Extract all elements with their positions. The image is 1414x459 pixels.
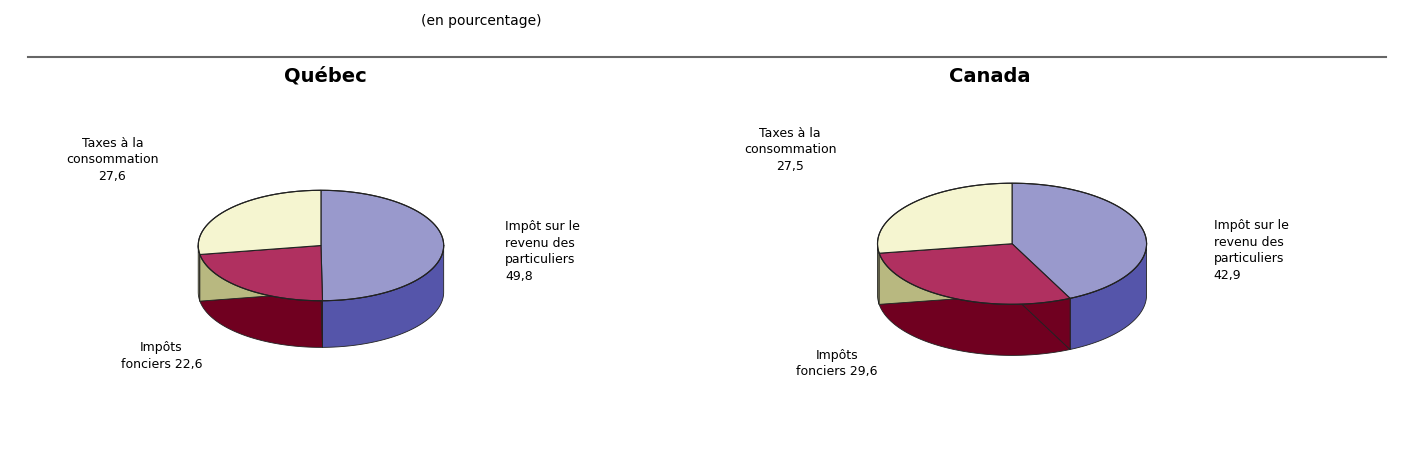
Polygon shape <box>1070 244 1147 349</box>
Polygon shape <box>199 246 321 301</box>
Text: Impôt sur le
revenu des
particuliers
42,9: Impôt sur le revenu des particuliers 42,… <box>1213 219 1288 282</box>
Polygon shape <box>1012 244 1070 349</box>
Polygon shape <box>321 246 322 347</box>
Text: Québec: Québec <box>284 67 366 85</box>
Polygon shape <box>880 244 1070 304</box>
Text: Impôts
fonciers 22,6: Impôts fonciers 22,6 <box>120 341 202 371</box>
Polygon shape <box>322 246 444 347</box>
Text: Taxes à la
consommation
27,5: Taxes à la consommation 27,5 <box>744 127 836 173</box>
Polygon shape <box>198 246 199 301</box>
Polygon shape <box>198 190 321 254</box>
Polygon shape <box>199 246 322 301</box>
Polygon shape <box>880 244 1012 304</box>
Text: (en pourcentage): (en pourcentage) <box>420 14 542 28</box>
Polygon shape <box>199 254 322 347</box>
Polygon shape <box>321 190 444 301</box>
Text: Canada: Canada <box>949 67 1031 85</box>
Polygon shape <box>880 244 1012 304</box>
Polygon shape <box>880 253 1070 355</box>
Polygon shape <box>1012 244 1070 349</box>
Polygon shape <box>1012 183 1147 298</box>
Text: Taxes à la
consommation
27,6: Taxes à la consommation 27,6 <box>66 137 158 183</box>
Text: Impôts
fonciers 29,6: Impôts fonciers 29,6 <box>796 349 878 378</box>
Polygon shape <box>321 246 322 347</box>
Polygon shape <box>199 246 321 301</box>
Polygon shape <box>878 244 880 304</box>
Text: Impôt sur le
revenu des
particuliers
49,8: Impôt sur le revenu des particuliers 49,… <box>505 220 580 283</box>
Polygon shape <box>878 183 1012 253</box>
